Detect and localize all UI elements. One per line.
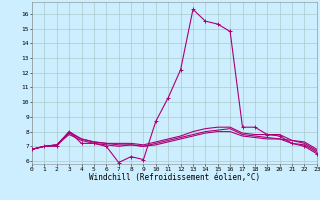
X-axis label: Windchill (Refroidissement éolien,°C): Windchill (Refroidissement éolien,°C) <box>89 173 260 182</box>
